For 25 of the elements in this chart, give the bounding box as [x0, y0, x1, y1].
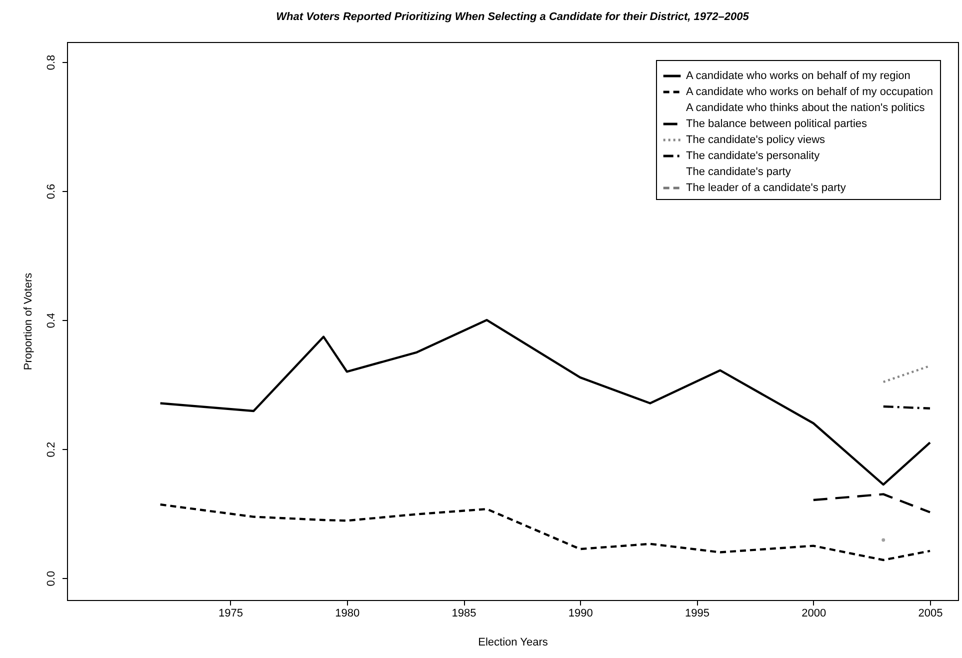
- legend-label: The leader of a candidate's party: [686, 182, 846, 194]
- x-tick-label: 1980: [335, 608, 360, 620]
- x-tick-label: 1990: [568, 608, 593, 620]
- legend-label: A candidate who works on behalf of my occupation: [686, 86, 934, 98]
- x-tick-label: 1975: [218, 608, 244, 620]
- text: The candidate's party: [686, 166, 792, 178]
- y-tick-label: 0.6: [46, 184, 58, 200]
- x-axis-title: Election Years: [478, 636, 548, 648]
- y-tick-label: 0.8: [46, 54, 58, 70]
- line-series: [159, 318, 932, 486]
- line-series: [159, 503, 932, 562]
- chart-title: What Voters Reported Prioritizing When Selecting a Candidate for their District, 1972–2005: [276, 11, 750, 23]
- y-axis-title: Proportion of Voters: [22, 272, 34, 370]
- x-tick-label: 2000: [802, 608, 826, 620]
- text: A candidate who thinks about the nation's politics: [686, 102, 926, 114]
- y-tick-label: 0.0: [46, 570, 58, 586]
- x-tick-label: 1985: [452, 608, 476, 620]
- y-tick-label: 0.4: [46, 312, 58, 328]
- legend-label: The candidate's policy views: [686, 134, 826, 146]
- x-tick-label: 1995: [685, 608, 710, 620]
- x-tick-label: 2005: [918, 608, 943, 620]
- legend-label: The candidate's personality: [686, 150, 820, 162]
- y-tick-label: 0.2: [46, 442, 58, 458]
- legend-label: The balance between political parties: [686, 118, 868, 130]
- legend-label: A candidate who works on behalf of my region: [686, 70, 910, 82]
